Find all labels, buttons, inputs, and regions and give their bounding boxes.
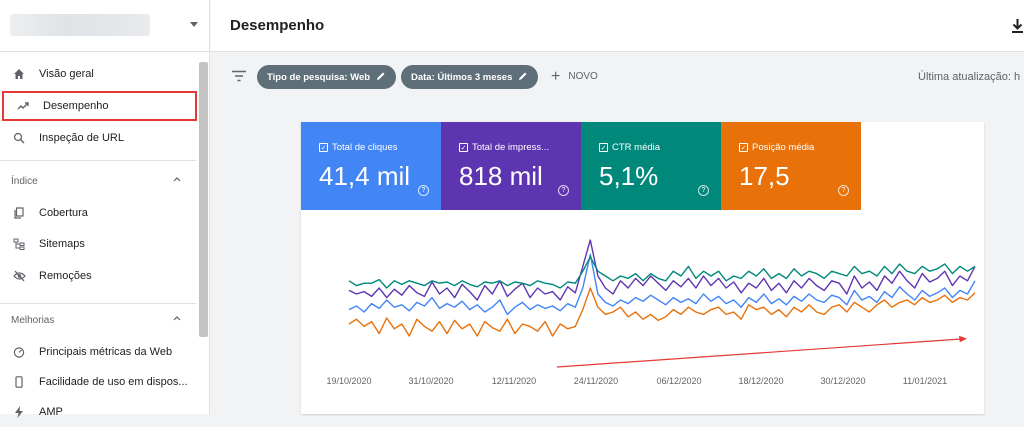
sidebar-item-label: Desempenho (43, 100, 109, 112)
filter-toolbar: Tipo de pesquisa: Web Data: Últimos 3 me… (211, 52, 1024, 102)
checkbox-checked-icon[interactable]: ✓ (459, 143, 468, 152)
plus-icon: + (551, 67, 561, 85)
pencil-icon (376, 71, 386, 84)
sidebar-item-label: Inspeção de URL (39, 132, 124, 144)
phone-icon (12, 375, 26, 389)
checkbox-checked-icon[interactable]: ✓ (739, 143, 748, 152)
x-tick-label: 11/01/2021 (903, 376, 947, 386)
metric-label: Total de impress... (472, 142, 550, 153)
copy-icon (12, 206, 26, 220)
sidebar-item-sitemaps[interactable]: Sitemaps (0, 229, 196, 259)
sidebar-item-metricas-web[interactable]: Principais métricas da Web (0, 337, 196, 367)
help-icon[interactable]: ? (838, 185, 849, 196)
x-tick-label: 06/12/2020 (656, 376, 701, 386)
checkbox-checked-icon[interactable]: ✓ (599, 143, 608, 152)
metric-label: Posição média (752, 142, 815, 153)
home-icon (12, 67, 26, 81)
chip-label: Tipo de pesquisa: Web (267, 71, 371, 83)
metric-value: 17,5 (739, 161, 790, 191)
sidebar-item-desempenho[interactable]: Desempenho (2, 91, 197, 121)
filter-chip-data[interactable]: Data: Últimos 3 meses (401, 65, 539, 89)
section-title-melhorias: Melhorias (11, 315, 55, 326)
property-selector[interactable] (0, 0, 210, 52)
checkbox-checked-icon[interactable]: ✓ (319, 143, 328, 152)
sidebar-item-remocoes[interactable]: Remoções (0, 261, 196, 291)
x-tick-label: 24/11/2020 (574, 376, 618, 386)
sidebar-item-visao-geral[interactable]: Visão geral (0, 59, 196, 89)
pencil-icon (518, 71, 528, 84)
divider (0, 160, 196, 161)
add-filter-label: NOVO (568, 71, 598, 82)
bolt-icon (12, 405, 26, 419)
chevron-down-icon[interactable] (190, 22, 198, 27)
add-filter-button[interactable]: + NOVO (551, 67, 598, 85)
gauge-icon (12, 345, 26, 359)
sidebar-item-amp[interactable]: AMP (0, 397, 196, 427)
metric-value: 818 mil (459, 161, 543, 191)
metric-total-impressoes[interactable]: ✓ Total de impress... 818 mil ? (441, 122, 581, 210)
sidebar: Visão geral Desempenho Inspeção de URL Í… (0, 0, 210, 418)
series-line-2 (348, 256, 976, 289)
help-icon[interactable]: ? (418, 185, 429, 196)
x-tick-label: 18/12/2020 (738, 376, 783, 386)
sidebar-item-label: Cobertura (39, 207, 88, 219)
sidebar-item-label: Principais métricas da Web (39, 346, 173, 358)
sidebar-item-label: Sitemaps (39, 238, 85, 250)
metric-total-cliques[interactable]: ✓ Total de cliques 41,4 mil ? (301, 122, 441, 210)
metric-label: CTR média (612, 142, 661, 153)
performance-card: ✓ Total de cliques 41,4 mil ? ✓ Total de i… (301, 122, 984, 414)
property-name-redacted (10, 14, 150, 36)
filter-chip-tipo-pesquisa[interactable]: Tipo de pesquisa: Web (257, 65, 397, 89)
x-tick-label: 19/10/2020 (326, 376, 371, 386)
last-updated-text: Última atualização: h (918, 71, 1021, 83)
metric-posicao-media[interactable]: ✓ Posição média 17,5 ? (721, 122, 861, 210)
sidebar-item-label: Visão geral (39, 68, 94, 80)
x-tick-label: 31/10/2020 (408, 376, 453, 386)
trend-arrow (556, 338, 962, 368)
help-icon[interactable]: ? (558, 185, 569, 196)
section-title-indice: Índice (11, 176, 38, 187)
chip-label: Data: Últimos 3 meses (411, 71, 513, 83)
sidebar-item-cobertura[interactable]: Cobertura (0, 198, 196, 228)
metric-ctr-media[interactable]: ✓ CTR média 5,1% ? (581, 122, 721, 210)
sidebar-item-inspecao-url[interactable]: Inspeção de URL (0, 123, 196, 153)
sidebar-item-label: Remoções (39, 270, 92, 282)
series-line-3 (348, 287, 976, 337)
divider (0, 303, 196, 304)
search-icon (12, 131, 26, 145)
metric-value: 5,1% (599, 161, 659, 191)
page-title: Desempenho (230, 17, 325, 34)
sidebar-item-label: Facilidade de uso em dispos... (39, 376, 188, 388)
trend-arrow-head (959, 335, 967, 343)
page-header: Desempenho (211, 0, 1024, 52)
sidebar-item-facilidade-uso[interactable]: Facilidade de uso em dispos... (0, 367, 196, 397)
trending-up-icon (16, 99, 30, 113)
sidebar-item-label: AMP (39, 406, 63, 418)
help-icon[interactable]: ? (698, 185, 709, 196)
x-tick-label: 30/12/2020 (820, 376, 865, 386)
metric-value: 41,4 mil (319, 161, 411, 191)
series-line-1 (348, 239, 976, 301)
sidebar-scrollbar[interactable] (199, 62, 208, 337)
series-line-0 (348, 253, 976, 316)
performance-chart[interactable]: 19/10/2020 31/10/2020 12/11/2020 24/11/2020… (301, 210, 984, 414)
filter-icon[interactable] (232, 69, 246, 82)
chevron-up-icon[interactable] (172, 175, 182, 186)
eye-off-icon (12, 269, 26, 283)
sitemap-icon (12, 237, 26, 251)
download-icon[interactable] (1011, 17, 1024, 35)
chevron-up-icon[interactable] (172, 314, 182, 325)
x-tick-label: 12/11/2020 (492, 376, 536, 386)
metric-label: Total de cliques (332, 142, 398, 153)
